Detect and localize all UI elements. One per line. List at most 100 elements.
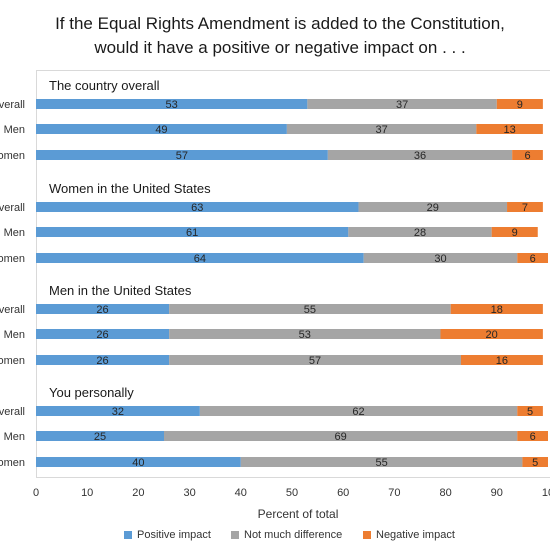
group-title-men-in-the-united-states: Men in the United States <box>49 283 192 298</box>
legend-item-no-difference: Not much difference <box>231 529 342 541</box>
data-label: 63 <box>191 202 203 214</box>
bar-positive-impact <box>36 406 200 416</box>
bar-not-much-difference <box>286 124 477 134</box>
bar-not-much-difference <box>240 457 523 467</box>
bar-positive-impact <box>36 124 287 134</box>
group-title-you-personally: You personally <box>49 385 134 400</box>
row-label: verall <box>0 202 25 214</box>
bar-positive-impact <box>36 329 170 339</box>
bar-negative-impact <box>450 304 543 314</box>
bar-positive-impact <box>36 227 349 237</box>
legend: Positive impact Not much difference Nega… <box>0 529 550 547</box>
bar-positive-impact <box>36 202 359 212</box>
legend-swatch-positive <box>124 531 132 539</box>
data-label: 13 <box>503 124 515 136</box>
data-label: 25 <box>94 431 106 443</box>
data-label: 26 <box>96 329 108 341</box>
plot-frame <box>36 70 550 478</box>
row-label: Men <box>4 329 25 341</box>
row-label: Men <box>4 431 25 443</box>
row-label: verall <box>0 406 25 418</box>
data-label: 16 <box>496 355 508 367</box>
bar-not-much-difference <box>358 202 508 212</box>
bar-positive-impact <box>36 304 170 314</box>
bar-positive-impact <box>36 150 328 160</box>
bar-not-much-difference <box>169 304 451 314</box>
data-label: 5 <box>527 406 533 418</box>
bar-positive-impact <box>36 431 164 441</box>
data-label: 55 <box>375 457 387 469</box>
data-label: 57 <box>309 355 321 367</box>
data-label: 69 <box>335 431 347 443</box>
data-label: 64 <box>194 253 206 265</box>
bar-negative-impact <box>517 253 548 263</box>
x-tick-label: 10 <box>542 487 550 499</box>
bar-negative-impact <box>517 431 548 441</box>
x-tick-label: 20 <box>132 487 144 499</box>
data-label: 6 <box>524 150 530 162</box>
data-label: 61 <box>186 227 198 239</box>
row-label: verall <box>0 99 25 111</box>
bar-negative-impact <box>491 227 538 237</box>
data-label: 32 <box>112 406 124 418</box>
x-axis-label: Percent of total <box>258 507 339 521</box>
data-label: 28 <box>414 227 426 239</box>
bar-positive-impact <box>36 253 364 263</box>
row-label: omen <box>0 355 25 367</box>
bar-not-much-difference <box>199 406 518 416</box>
bar-negative-impact <box>522 457 548 467</box>
x-tick-label: 50 <box>286 487 298 499</box>
bar-negative-impact <box>440 329 543 339</box>
data-label: 6 <box>530 253 536 265</box>
data-label: 57 <box>176 150 188 162</box>
data-label: 20 <box>486 329 498 341</box>
row-label: omen <box>0 457 25 469</box>
bar-negative-impact <box>507 202 543 212</box>
data-label: 18 <box>491 304 503 316</box>
bar-negative-impact <box>460 355 543 365</box>
data-label: 62 <box>352 406 364 418</box>
data-label: 6 <box>530 431 536 443</box>
bar-not-much-difference <box>169 355 461 365</box>
data-label: 7 <box>522 202 528 214</box>
legend-label-positive: Positive impact <box>137 529 211 541</box>
bar-positive-impact <box>36 99 308 109</box>
x-tick-label: 60 <box>337 487 349 499</box>
row-label: Men <box>4 124 25 136</box>
bar-positive-impact <box>36 457 241 467</box>
bar-positive-impact <box>36 355 170 365</box>
data-label: 53 <box>166 99 178 111</box>
bar-not-much-difference <box>169 329 441 339</box>
row-label: omen <box>0 253 25 265</box>
data-label: 30 <box>434 253 446 265</box>
data-label: 5 <box>532 457 538 469</box>
legend-swatch-no-difference <box>231 531 239 539</box>
data-label: 36 <box>414 150 426 162</box>
chart-title-line-2: would it have a positive or negative imp… <box>94 38 466 57</box>
data-label: 37 <box>375 124 387 136</box>
legend-item-positive: Positive impact <box>124 529 211 541</box>
data-label: 55 <box>304 304 316 316</box>
legend-label-negative: Negative impact <box>376 529 455 541</box>
legend-item-negative: Negative impact <box>363 529 455 541</box>
x-tick-label: 10 <box>81 487 93 499</box>
bar-not-much-difference <box>327 150 513 160</box>
legend-label-no-difference: Not much difference <box>244 529 343 541</box>
data-label: 26 <box>96 304 108 316</box>
row-label: Men <box>4 227 25 239</box>
group-title-women-in-the-united-states: Women in the United States <box>49 181 211 196</box>
data-label: 37 <box>396 99 408 111</box>
x-tick-label: 40 <box>235 487 247 499</box>
data-label: 49 <box>155 124 167 136</box>
bar-negative-impact <box>517 406 543 416</box>
bar-not-much-difference <box>363 253 518 263</box>
data-label: 53 <box>299 329 311 341</box>
x-tick-label: 80 <box>439 487 451 499</box>
data-label: 29 <box>427 202 439 214</box>
bar-negative-impact <box>476 124 543 134</box>
x-tick-label: 30 <box>183 487 195 499</box>
data-label: 26 <box>96 355 108 367</box>
chart-title-line-1: If the Equal Rights Amendment is added t… <box>55 14 505 33</box>
bar-negative-impact <box>512 150 543 160</box>
